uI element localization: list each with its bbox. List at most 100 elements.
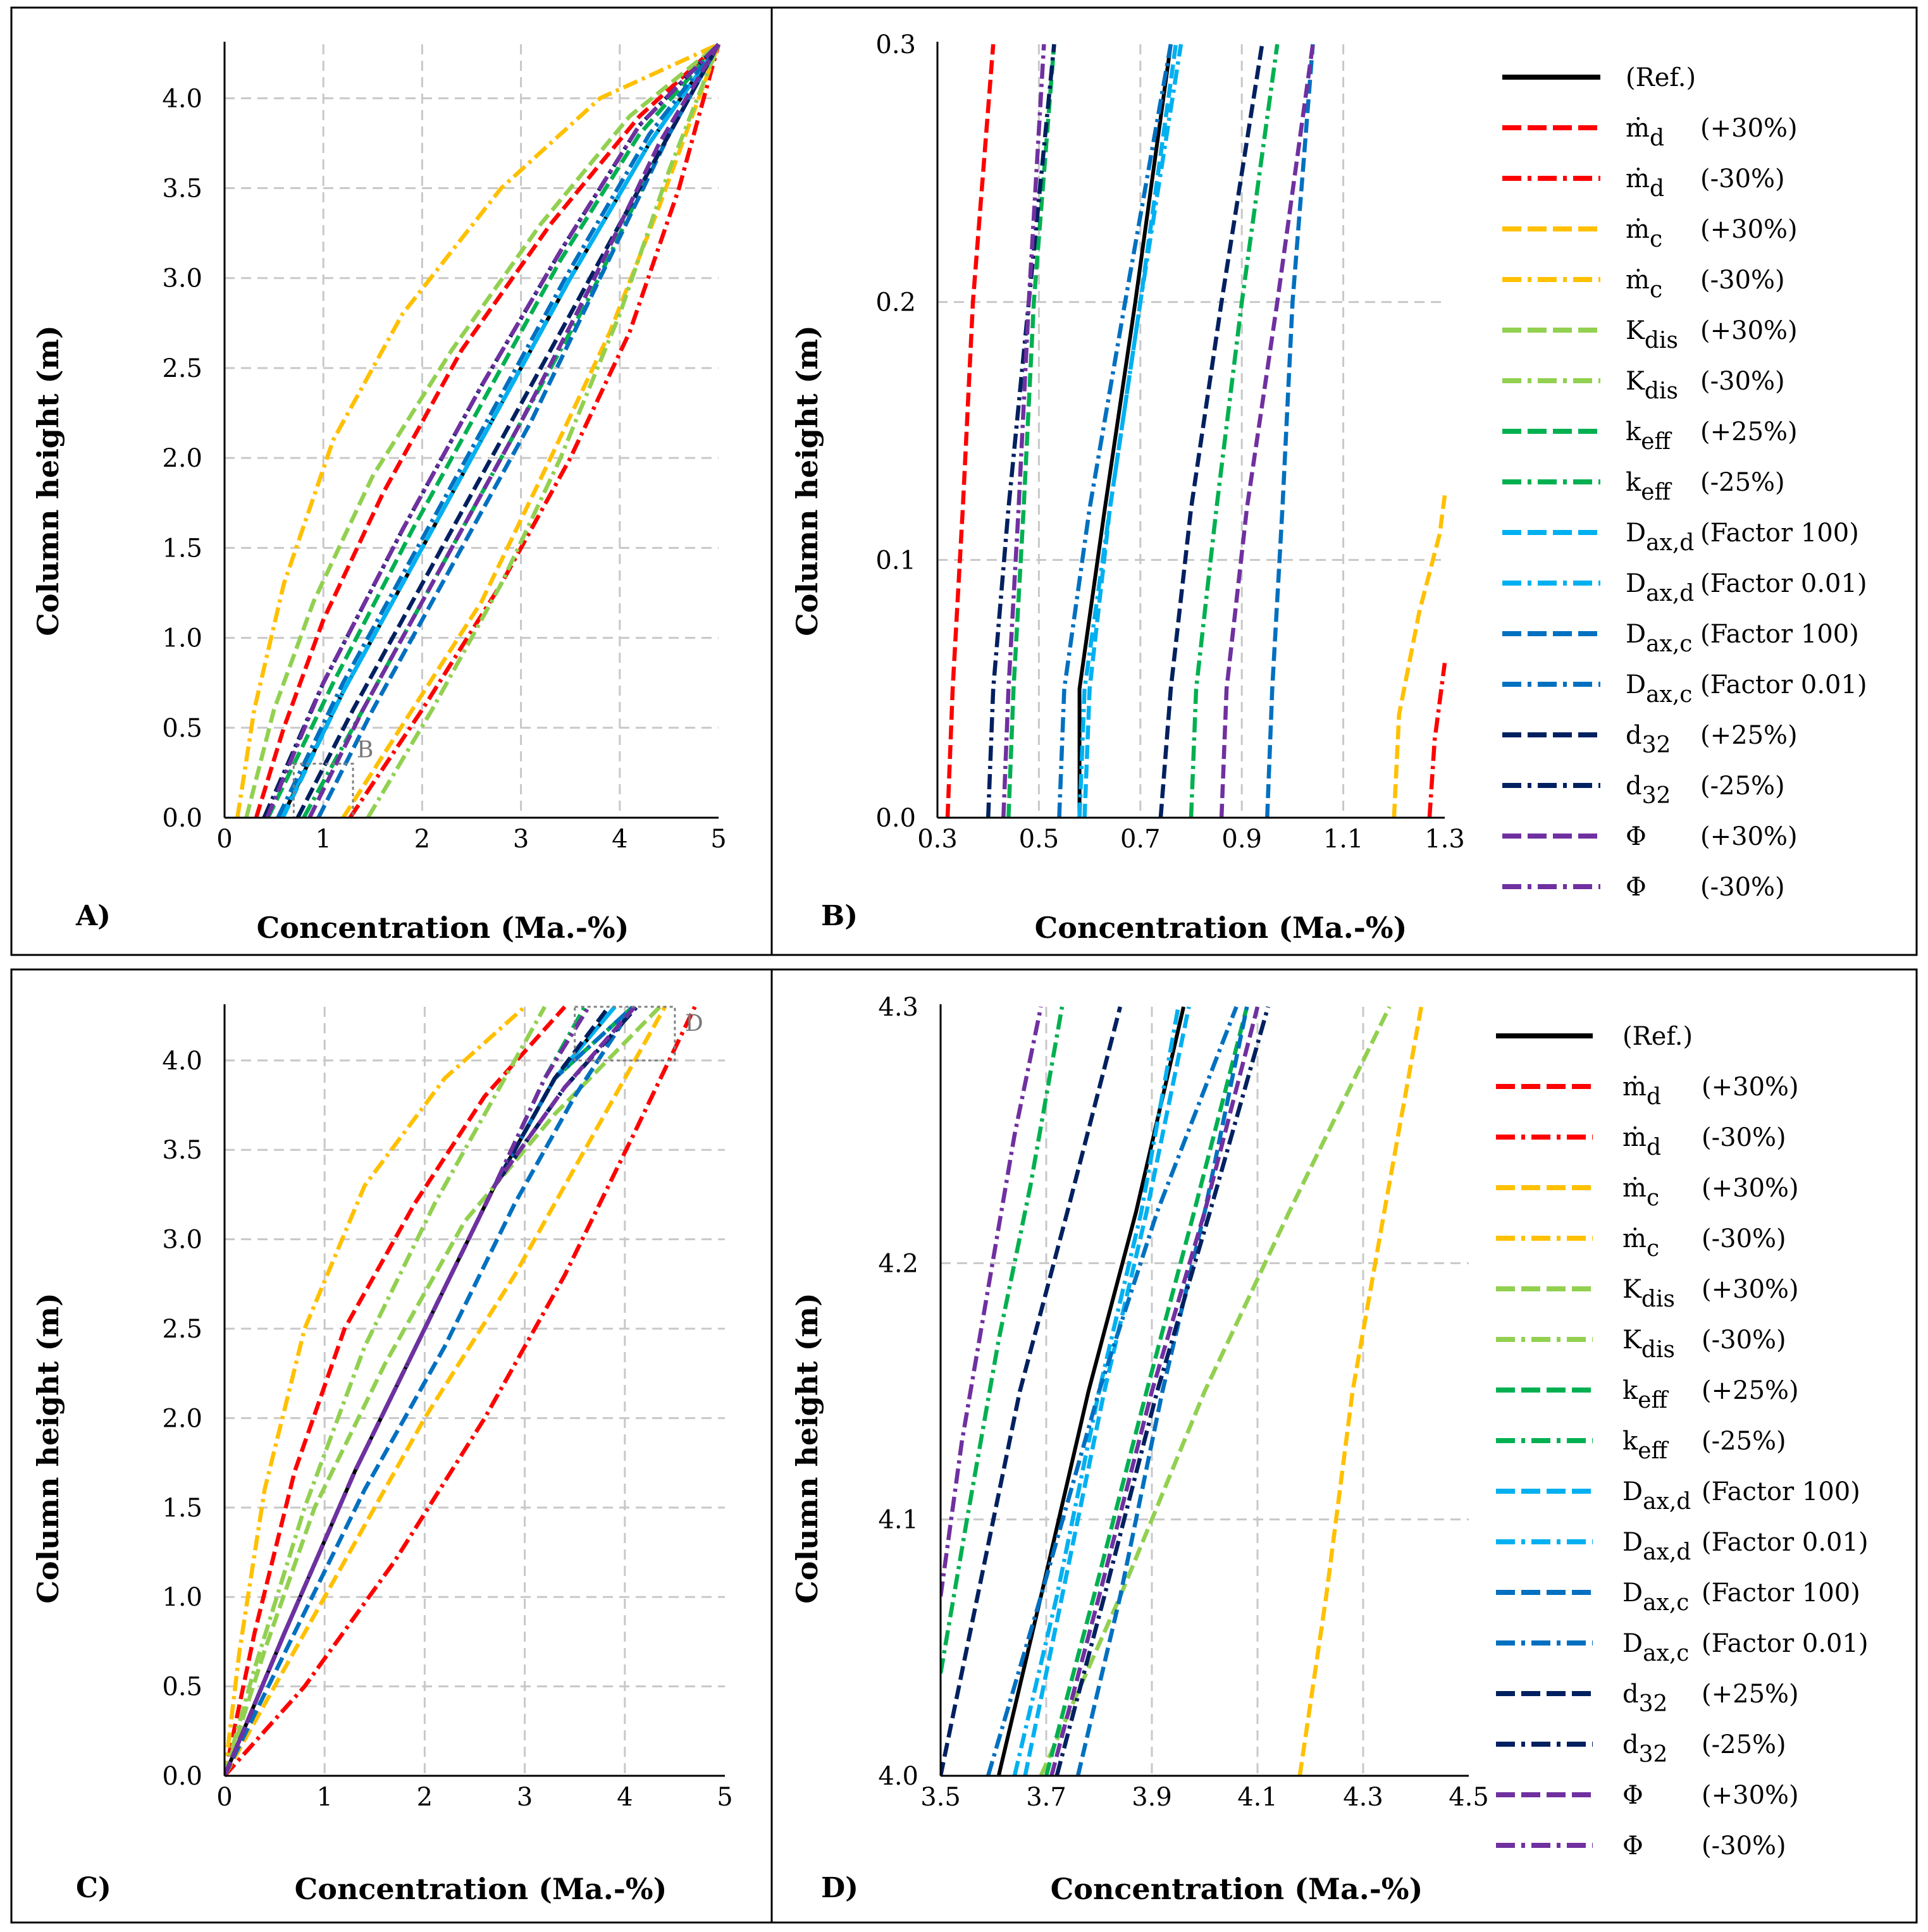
chart-panel: D 0 1 2 3 4 5 0.0 0.5 1.0 1.5 2.0 2.5 3.0 3.5 4.0 Concen… <box>31 1004 733 1906</box>
panel-label: B) <box>821 900 858 932</box>
series-line <box>1023 1006 1191 1776</box>
x-tick-label: 3 <box>517 1783 533 1812</box>
panel-label: A) <box>75 900 111 932</box>
series-line <box>295 43 720 819</box>
series-line <box>244 42 720 818</box>
y-tick-label: 4.0 <box>878 1762 918 1791</box>
legend-label: ṁc (+30%) <box>1622 1174 1799 1211</box>
x-tick-label: 1 <box>316 1783 332 1812</box>
series-line <box>986 44 1056 818</box>
series-line <box>225 1006 635 1777</box>
y-tick-label: 4.1 <box>878 1506 918 1535</box>
x-tick-label: 0.5 <box>1019 825 1060 854</box>
series-line <box>1219 44 1315 818</box>
series-line <box>1082 44 1178 818</box>
series-line <box>235 42 720 818</box>
series-group <box>235 42 721 819</box>
series-line <box>225 1005 526 1776</box>
legend-label: Kdis (+30%) <box>1622 1275 1799 1312</box>
series-line <box>279 43 720 819</box>
y-tick-label: 2.5 <box>162 1315 202 1344</box>
series-group <box>945 44 1447 818</box>
series-line <box>1044 1006 1249 1776</box>
x-tick-label: 2 <box>417 1783 433 1812</box>
x-tick-label: 0.7 <box>1120 825 1161 854</box>
legend-label: (Ref.) <box>1622 1022 1693 1051</box>
x-tick-label: 3.5 <box>920 1783 961 1812</box>
y-tick-label: 1.0 <box>162 1583 202 1612</box>
x-tick-label: 3 <box>513 825 529 854</box>
legend: (Ref.) ṁd (+30%) ṁd (-30%) ṁc (+30%) ṁc (-30… <box>1496 1022 1869 1861</box>
x-tick-label: 5 <box>717 1783 732 1812</box>
panel-label: D) <box>821 1872 858 1904</box>
series-line <box>1049 1006 1260 1776</box>
series-line <box>225 1005 637 1777</box>
legend-label: d32 (-25%) <box>1626 772 1785 809</box>
legend-label: ṁd (-30%) <box>1626 164 1785 202</box>
series-line <box>225 1006 667 1777</box>
y-axis-title: Column height (m) <box>790 325 824 636</box>
legend-label: Kdis (-30%) <box>1626 367 1785 404</box>
legend-label: Dax,c (Factor 0.01) <box>1626 670 1867 708</box>
legend-label: d32 (-25%) <box>1622 1730 1786 1768</box>
series-line <box>1001 44 1046 818</box>
chart-panel: B 0 1 2 3 4 5 0.0 0.5 1.0 1.5 2.0 2.5 3.0 3.5 4.0 Concen… <box>31 42 727 945</box>
y-axis-title: Column height (m) <box>31 1293 65 1604</box>
legend-label: ṁc (-30%) <box>1626 266 1785 303</box>
x-tick-label: 4 <box>612 825 627 854</box>
x-tick-label: 0.9 <box>1221 825 1262 854</box>
panel-frame <box>770 6 1918 956</box>
legend-label: Φ (+30%) <box>1622 1781 1799 1810</box>
legend-label: keff (+25%) <box>1626 417 1798 455</box>
panel-label: C) <box>76 1872 111 1904</box>
zoom-box <box>574 1006 676 1062</box>
legend-label: ṁd (+30%) <box>1626 114 1798 151</box>
legend-label: Dax,d (Factor 0.01) <box>1622 1528 1869 1565</box>
series-line <box>1158 44 1264 818</box>
x-tick-label: 5 <box>710 825 726 854</box>
series-group <box>941 1006 1424 1777</box>
y-tick-label: 3.0 <box>162 264 202 293</box>
x-axis-title: Concentration (Ma.-%) <box>1035 911 1407 945</box>
x-tick-label: 3.7 <box>1026 1783 1066 1812</box>
series-line <box>1039 1006 1392 1777</box>
y-tick-label: 0.0 <box>162 804 202 833</box>
series-line <box>1077 44 1183 818</box>
legend-label: keff (+25%) <box>1622 1376 1799 1413</box>
series-group <box>225 1005 697 1777</box>
series-line <box>225 1006 697 1777</box>
x-axis-title: Concentration (Ma.-%) <box>295 1872 667 1906</box>
y-tick-label: 4.2 <box>878 1249 918 1278</box>
series-line <box>341 43 721 819</box>
legend-label: keff (-25%) <box>1626 468 1785 505</box>
y-tick-label: 3.0 <box>162 1226 202 1255</box>
legend-label: Dax,c (Factor 0.01) <box>1622 1629 1869 1666</box>
x-tick-label: 4 <box>617 1783 633 1812</box>
series-line <box>1057 44 1173 818</box>
y-tick-label: 4.0 <box>162 84 202 113</box>
series-line <box>1265 44 1315 818</box>
series-line <box>1054 1006 1270 1776</box>
x-tick-label: 0 <box>216 1783 232 1812</box>
series-line <box>986 1006 1239 1776</box>
y-tick-label: 4.3 <box>878 993 918 1022</box>
y-tick-label: 1.0 <box>162 624 202 653</box>
x-tick-label: 0 <box>216 825 232 854</box>
y-tick-label: 2.5 <box>162 354 202 383</box>
legend-label: Kdis (+30%) <box>1626 316 1798 354</box>
series-line <box>307 43 720 819</box>
series-line <box>1427 662 1447 818</box>
y-axis-title: Column height (m) <box>790 1293 824 1604</box>
y-tick-label: 3.5 <box>162 175 202 204</box>
series-line <box>1189 44 1280 818</box>
legend-label: keff (-25%) <box>1622 1427 1786 1464</box>
legend: (Ref.) ṁd (+30%) ṁd (-30%) ṁc (+30%) ṁc (-30… <box>1502 63 1867 902</box>
y-tick-label: 3.5 <box>162 1136 202 1165</box>
y-tick-label: 0.1 <box>875 546 916 575</box>
y-tick-label: 0.5 <box>162 714 202 743</box>
x-tick-label: 1.1 <box>1323 825 1364 854</box>
y-tick-label: 0.0 <box>875 804 916 833</box>
legend-label: Φ (-30%) <box>1622 1831 1786 1861</box>
